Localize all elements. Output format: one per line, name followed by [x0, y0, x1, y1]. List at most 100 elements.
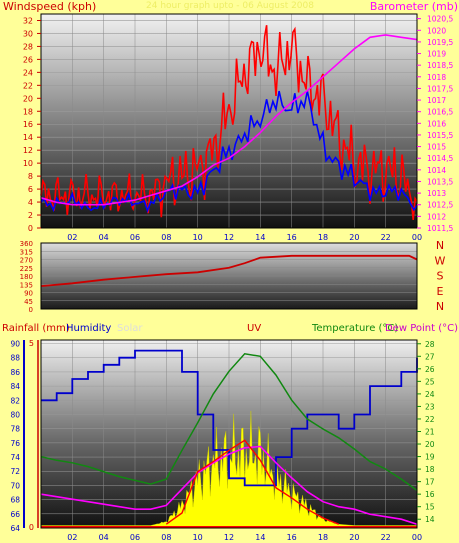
panel3-title-temperature: Temperature (°C): [311, 323, 398, 334]
temperature-series: [40, 352, 418, 492]
panel1-left-tick-label: 2: [28, 211, 33, 220]
panel1-left-tick-label: 6: [28, 185, 33, 194]
panel3-x-tick-label: 04: [99, 533, 109, 542]
panel2-left-tick-label: 0: [29, 306, 33, 314]
panel1-right-tick-label: 1019: [427, 50, 446, 59]
panel2-compass-label: N: [436, 300, 444, 313]
panel3-temp-tick-label: 20: [425, 440, 435, 449]
panel1-right-tick-label: 1017: [427, 96, 446, 105]
panel1-left-tick-label: 4: [28, 198, 33, 207]
panel3-temp-tick-label: 19: [425, 453, 435, 462]
windspeed-average-series: [40, 90, 418, 214]
panel3-x-tick-label: 16: [287, 533, 297, 542]
panel3-x-tick-label: 02: [67, 533, 77, 542]
panel2-series: [40, 254, 418, 287]
panel3-humidity-tick-label: 80: [10, 410, 20, 419]
panel3-title-solar: Solar: [117, 323, 143, 334]
panel3-temp-tick-label: 28: [425, 340, 435, 349]
panel3-x-tick-label: 20: [349, 533, 359, 542]
panel1-left-tick-label: 32: [23, 16, 33, 25]
humidity-series: [41, 349, 418, 487]
panel1-left-tick-label: 14: [23, 133, 33, 142]
panel3-humidity-axis: 90 88 86 84 82 80 78 76 74 72 70 68 66 64: [10, 340, 25, 533]
panel1-x-tick-label: 06: [130, 233, 140, 242]
panel1-left-tick-label: 12: [23, 146, 33, 155]
panel2-left-tick-label: 225: [20, 265, 33, 273]
panel3-humidity-tick-label: 64: [10, 524, 20, 533]
panel3-temp-tick-label: 26: [425, 365, 435, 374]
panel1-x-tick-label: 10: [193, 233, 203, 242]
panel2-left-tick-label: 315: [20, 248, 33, 256]
panel2-compass-label: E: [437, 285, 444, 298]
panel1-x-tick-label: 16: [287, 233, 297, 242]
panel3-temp-tick-label: 18: [425, 465, 435, 474]
panel3-frame: [40, 339, 418, 529]
panel1-right-tick-label: 1013: [427, 189, 446, 198]
panel1-series: [40, 25, 418, 220]
panel1-right-tick-label: 1013,5: [427, 177, 453, 186]
panel1-right-tick-label: 1015,5: [427, 131, 453, 140]
panel1-left-tick-label: 24: [23, 68, 33, 77]
panel2-left-tick-label: 180: [20, 273, 33, 281]
panel3-title-rainfall: Rainfall (mm): [2, 323, 70, 334]
panel3-humidity-tick-label: 68: [10, 496, 20, 505]
panel1-x-tick-label: 02: [67, 233, 77, 242]
panel1-right-tick-label: 1012,5: [427, 201, 453, 210]
panel3-humidity-tick-label: 88: [10, 354, 20, 363]
panel3-temp-tick-label: 27: [425, 352, 435, 361]
panel1-right-tick-label: 1019,5: [427, 38, 453, 47]
panel3-x-tick-label: 14: [255, 533, 265, 542]
panel3-humidity-tick-label: 90: [10, 340, 20, 349]
panel1-left-title: Windspeed (kph): [3, 0, 96, 13]
panel1-left-tick-label: 20: [23, 94, 33, 103]
panel1-x-tick-label: 22: [381, 233, 391, 242]
panel3-humidity-tick-label: 70: [10, 481, 20, 490]
panel1-frame: [40, 13, 418, 229]
panel2-compass-label: W: [435, 254, 446, 267]
panel1-right-axis: 1020,5 1020 1019,5 1019 1018,5 1018 1017,5 1017…: [417, 15, 453, 233]
panel1-right-tick-label: 1014,5: [427, 154, 453, 163]
panel2-left-tick-label: 90: [24, 290, 33, 298]
panel3-rain-tick-label: 5: [29, 339, 34, 348]
panel3-x-tick-label: 06: [130, 533, 140, 542]
panel3-title-uv: UV: [247, 323, 261, 334]
panel1-right-tick-label: 1016,5: [427, 108, 453, 117]
panel2-left-tick-label: 270: [20, 257, 33, 265]
panel1-left-tick-label: 22: [23, 81, 33, 90]
panel2-left-tick-label: 45: [24, 298, 33, 306]
windspeed-series: [40, 25, 418, 220]
panel1-right-tick-label: 1018: [427, 73, 446, 82]
barometer-series: [40, 34, 418, 206]
panel1-left-tick-label: 26: [23, 55, 33, 64]
panel1-left-tick-label: 28: [23, 42, 33, 51]
panel3-temp-tick-label: 24: [425, 390, 435, 399]
panel3-temp-tick-label: 15: [425, 503, 435, 512]
panel1-right-tick-label: 1014: [427, 166, 446, 175]
panel3-temp-tick-label: 25: [425, 377, 435, 386]
panel3-humidity-tick-label: 74: [10, 453, 20, 462]
panel3-x-tick-label: 18: [318, 533, 328, 542]
panel3-humidity-tick-label: 72: [10, 467, 20, 476]
panel3-humidity-tick-label: 86: [10, 368, 20, 377]
panel3-humidity-tick-label: 82: [10, 396, 20, 405]
panel1-left-tick-label: 0: [28, 224, 33, 233]
panel3-temp-tick-label: 14: [425, 515, 435, 524]
panel1-right-tick-label: 1018,5: [427, 61, 453, 70]
panel3-x-tick-label: 00: [412, 533, 422, 542]
wind-direction-series: [40, 254, 418, 287]
panel3-temp-tick-label: 22: [425, 415, 435, 424]
panel3-humidity-tick-label: 76: [10, 439, 20, 448]
uv-series: [165, 439, 339, 525]
panel1-right-tick-label: 1017,5: [427, 84, 453, 93]
panel1-x-tick-label: 08: [161, 233, 171, 242]
panel3-temp-tick-label: 23: [425, 402, 435, 411]
panel2-left-tick-label: 360: [20, 240, 33, 248]
panel1-right-tick-label: 1012: [427, 212, 446, 221]
panel3-x-tick-label: 12: [224, 533, 234, 542]
panel1-x-axis: 02 04 06 08 10 12 14 16 18 20 22 00: [67, 233, 422, 242]
panel3-temp-tick-label: 21: [425, 427, 435, 436]
panel1-center-title: 24 hour graph upto - 06 August 2008: [146, 1, 314, 11]
panel1-right-title: Barometer (mb): [370, 0, 458, 13]
panel3-x-axis: 02 04 06 08 10 12 14 16 18 20 22 00: [67, 533, 422, 542]
